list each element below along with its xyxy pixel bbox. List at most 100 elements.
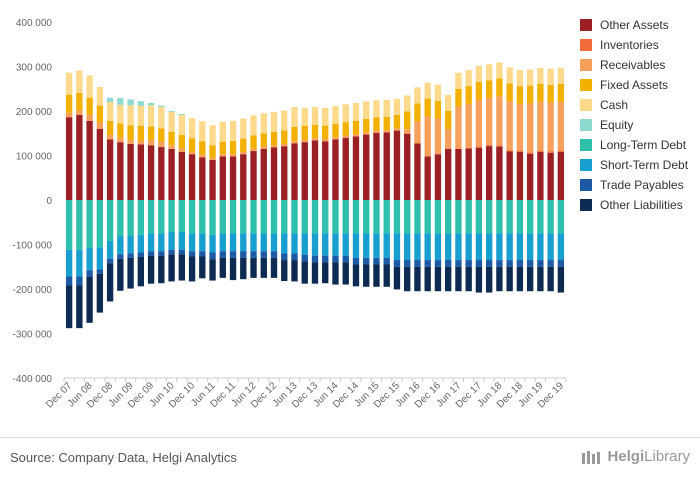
legend-item: Other Liabilities	[580, 195, 688, 215]
bar-segment	[281, 253, 288, 261]
bar-segment	[199, 141, 206, 155]
bar-segment	[434, 100, 442, 119]
bar-segment	[229, 140, 237, 155]
bar-segment	[65, 200, 73, 250]
bar-segment	[106, 263, 114, 302]
bar-segment	[445, 200, 452, 234]
bar-segment	[219, 121, 226, 142]
bar-segment	[537, 150, 544, 152]
legend-item: Long-Term Debt	[580, 135, 688, 155]
legend-label: Cash	[600, 98, 629, 112]
bar-segment	[117, 142, 124, 200]
bar-segment	[178, 249, 185, 255]
bar-segment	[281, 130, 288, 144]
bar-segment	[86, 248, 93, 271]
bar-segment	[526, 69, 534, 86]
bar-segment	[475, 82, 483, 100]
bar-segment	[485, 266, 493, 293]
legend-swatch	[580, 39, 592, 51]
bar-segment	[363, 132, 370, 135]
bar-segment	[475, 200, 483, 234]
bar-segment	[106, 258, 114, 264]
bar-segment	[414, 260, 421, 267]
bar-segment	[516, 150, 524, 152]
bar-segment	[240, 154, 247, 200]
bar-segment	[311, 262, 319, 284]
bar-segment	[393, 130, 401, 200]
bar-segment	[240, 138, 247, 152]
bar-segment	[96, 86, 104, 106]
bar-segment	[270, 131, 278, 146]
legend-swatch	[580, 99, 592, 111]
bar-segment	[168, 111, 175, 132]
bar-segment	[127, 99, 134, 106]
bar-segment	[137, 105, 145, 126]
bar-segment	[281, 146, 288, 200]
bar-segment	[147, 233, 155, 252]
bar-segment	[65, 112, 73, 118]
bar-segment	[506, 260, 513, 267]
bar-segment	[465, 148, 472, 200]
bar-segment	[158, 251, 165, 256]
bar-segment	[291, 106, 298, 128]
bar-segment	[485, 233, 493, 261]
bar-segment	[455, 260, 462, 267]
bar-segment	[352, 134, 360, 137]
bar-segment	[106, 97, 114, 103]
bar-segment	[250, 148, 257, 152]
bar-segment	[240, 200, 247, 234]
bar-segment	[178, 200, 185, 233]
bar-segment	[199, 200, 206, 234]
bar-segment	[291, 143, 298, 200]
bar-segment	[86, 75, 93, 98]
bar-segment	[506, 67, 513, 84]
bar-segment	[322, 200, 329, 234]
bar-segment	[547, 152, 554, 200]
bar-segment	[373, 117, 380, 131]
bar-segment	[250, 115, 257, 136]
bar-segment	[342, 122, 349, 136]
bar-segment	[301, 254, 308, 262]
bar-segment	[434, 233, 442, 261]
bar-segment	[127, 253, 134, 258]
bar-segment	[496, 233, 503, 261]
bar-segment	[301, 139, 308, 143]
bar-segment	[496, 260, 503, 267]
bar-segment	[506, 101, 513, 151]
legend-swatch	[580, 59, 592, 71]
bar-segment	[332, 233, 339, 256]
bar-segment	[322, 255, 329, 263]
bar-segment	[537, 67, 544, 84]
bar-segment	[311, 140, 319, 200]
y-tick-label: 100 000	[16, 152, 53, 163]
bar-segment	[434, 200, 442, 234]
bar-segment	[65, 285, 73, 329]
bar-segment	[547, 200, 554, 234]
bar-segment	[178, 135, 185, 149]
bar-segment	[86, 120, 93, 200]
bar-segment	[557, 150, 565, 152]
bar-segment	[168, 145, 175, 149]
bar-segment	[393, 115, 401, 129]
bar-segment	[516, 233, 524, 261]
bar-segment	[485, 200, 493, 234]
legend-item: Cash	[580, 95, 688, 115]
bar-segment	[414, 121, 421, 144]
bar-segment	[311, 200, 319, 234]
bar-segment	[342, 200, 349, 234]
bar-segment	[352, 264, 360, 287]
bar-segment	[424, 156, 431, 200]
bar-segment	[76, 285, 83, 329]
bar-segment	[393, 128, 401, 131]
bar-segment	[352, 102, 360, 121]
bar-segment	[465, 103, 472, 149]
bar-segment	[301, 107, 308, 126]
bar-segment	[158, 128, 165, 142]
legend-label: Equity	[600, 118, 634, 132]
bar-segment	[188, 251, 196, 257]
bar-segment	[127, 140, 134, 144]
bar-segment	[96, 247, 104, 270]
bar-segment	[537, 260, 544, 267]
legend-item: Equity	[580, 115, 688, 135]
bar-segment	[158, 255, 165, 284]
